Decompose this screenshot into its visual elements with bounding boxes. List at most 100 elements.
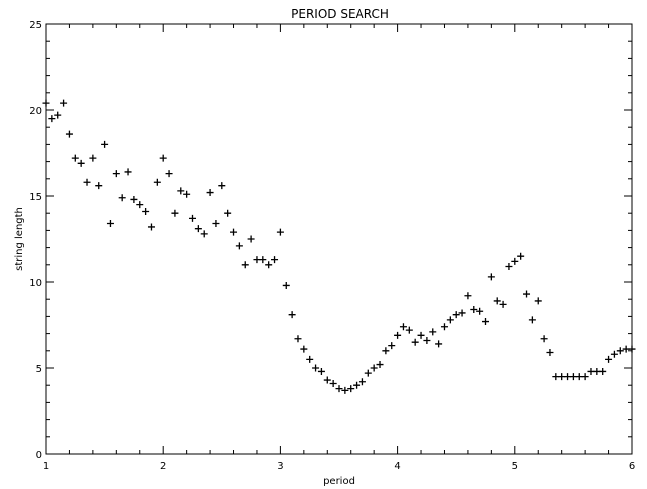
x-tick-label: 1 bbox=[43, 461, 49, 472]
data-point bbox=[610, 350, 618, 358]
data-point bbox=[101, 140, 109, 148]
data-point bbox=[564, 373, 572, 381]
data-point bbox=[558, 373, 566, 381]
data-point bbox=[106, 220, 114, 228]
data-point bbox=[423, 336, 431, 344]
data-point bbox=[435, 340, 443, 348]
y-tick-label: 20 bbox=[29, 106, 42, 117]
data-point bbox=[587, 367, 595, 375]
data-point bbox=[452, 311, 460, 319]
x-axis: 1 2 3 4 5 6 bbox=[43, 24, 635, 472]
data-point bbox=[65, 130, 73, 138]
data-point bbox=[241, 261, 249, 269]
data-point bbox=[212, 220, 220, 228]
data-point bbox=[382, 347, 390, 355]
data-point bbox=[546, 349, 554, 357]
data-point bbox=[364, 369, 372, 377]
data-point bbox=[83, 178, 91, 186]
data-point bbox=[552, 373, 560, 381]
data-point bbox=[353, 381, 361, 389]
data-point bbox=[71, 154, 79, 162]
data-point bbox=[235, 242, 243, 250]
data-point bbox=[60, 99, 68, 107]
data-point bbox=[399, 323, 407, 331]
data-point bbox=[130, 195, 138, 203]
data-point bbox=[265, 261, 273, 269]
data-point bbox=[200, 230, 208, 238]
data-point bbox=[300, 345, 308, 353]
data-point bbox=[271, 256, 279, 264]
y-tick-label: 10 bbox=[29, 278, 42, 289]
x-tick-label: 6 bbox=[629, 461, 635, 472]
data-point bbox=[493, 297, 501, 305]
data-point bbox=[411, 338, 419, 346]
data-point bbox=[153, 178, 161, 186]
data-point bbox=[335, 385, 343, 393]
data-point bbox=[165, 170, 173, 178]
data-point bbox=[499, 300, 507, 308]
data-point bbox=[159, 154, 167, 162]
data-point bbox=[534, 297, 542, 305]
data-point bbox=[569, 373, 577, 381]
data-point bbox=[487, 273, 495, 281]
chart-title: PERIOD SEARCH bbox=[291, 7, 389, 21]
data-point bbox=[476, 307, 484, 315]
y-axis: 0 5 10 15 20 25 bbox=[29, 20, 632, 461]
data-point bbox=[54, 111, 62, 119]
y-tick-label: 5 bbox=[36, 364, 42, 375]
data-point bbox=[112, 170, 120, 178]
data-point bbox=[118, 194, 126, 202]
x-tick-label: 4 bbox=[394, 461, 400, 472]
y-tick-label: 25 bbox=[29, 20, 42, 31]
data-point bbox=[341, 386, 349, 394]
data-point bbox=[230, 228, 238, 236]
data-point bbox=[581, 373, 589, 381]
data-point bbox=[194, 225, 202, 233]
data-point bbox=[312, 364, 320, 372]
data-point bbox=[511, 257, 519, 265]
data-point bbox=[171, 209, 179, 217]
data-point bbox=[288, 311, 296, 319]
data-point bbox=[294, 335, 302, 343]
x-axis-label: period bbox=[323, 476, 355, 487]
data-point bbox=[247, 235, 255, 243]
x-tick-label: 2 bbox=[160, 461, 166, 472]
data-point bbox=[628, 345, 636, 353]
data-point bbox=[505, 263, 513, 271]
data-point bbox=[253, 256, 261, 264]
x-tick-label: 5 bbox=[512, 461, 518, 472]
data-point bbox=[394, 331, 402, 339]
data-point bbox=[218, 182, 226, 190]
data-point bbox=[317, 367, 325, 375]
data-point bbox=[358, 378, 366, 386]
data-point bbox=[388, 342, 396, 350]
data-point bbox=[528, 316, 536, 324]
data-point bbox=[206, 189, 214, 197]
data-point bbox=[323, 376, 331, 384]
data-point bbox=[605, 355, 613, 363]
data-point bbox=[593, 367, 601, 375]
data-point bbox=[259, 256, 267, 264]
data-point bbox=[405, 326, 413, 334]
data-point bbox=[282, 281, 290, 289]
data-point bbox=[77, 159, 85, 167]
y-tick-label: 0 bbox=[36, 450, 42, 461]
data-point bbox=[183, 190, 191, 198]
y-axis-label: string length bbox=[14, 207, 25, 271]
data-point bbox=[89, 154, 97, 162]
x-tick-label: 3 bbox=[277, 461, 283, 472]
data-point bbox=[177, 187, 185, 195]
data-point bbox=[142, 207, 150, 215]
data-point bbox=[417, 331, 425, 339]
data-point bbox=[124, 168, 132, 176]
data-point bbox=[276, 228, 284, 236]
data-point bbox=[42, 99, 50, 107]
data-point bbox=[189, 214, 196, 222]
data-point bbox=[370, 364, 378, 372]
data-point bbox=[224, 209, 232, 217]
data-point bbox=[329, 379, 337, 387]
data-point bbox=[616, 347, 624, 355]
data-point bbox=[575, 373, 583, 381]
data-point bbox=[429, 328, 437, 336]
data-point bbox=[540, 335, 548, 343]
